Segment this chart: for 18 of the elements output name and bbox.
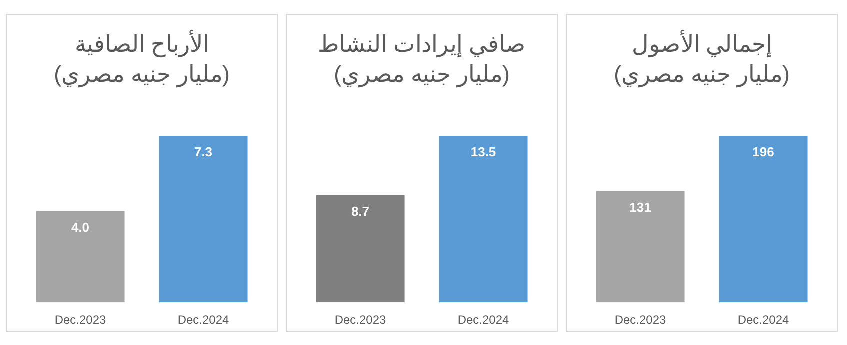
- x-tick-label: Dec.2023: [334, 313, 387, 328]
- chart-title: إجمالي الأصول: [632, 29, 772, 59]
- data-label: 8.7: [351, 204, 370, 219]
- x-tick-label: Dec.2024: [458, 313, 510, 328]
- data-label: 131: [630, 200, 652, 215]
- data-label: 7.3: [194, 144, 213, 160]
- chart-subtitle: (مليار جنيه مصري): [334, 60, 510, 89]
- data-label: 4.0: [71, 220, 90, 235]
- x-tick-label: Dec.2023: [614, 313, 667, 328]
- chart-title: صافي إيرادات النشاط: [318, 30, 526, 59]
- chart-title: الأرباح الصافية: [74, 29, 210, 59]
- data-label: 13.5: [470, 144, 496, 160]
- chart-subtitle: (مليار جنيه مصري): [614, 60, 790, 89]
- x-tick-label: Dec.2024: [738, 313, 790, 328]
- data-label: 196: [752, 144, 774, 160]
- x-tick-label: Dec.2024: [178, 313, 230, 328]
- x-tick-label: Dec.2023: [54, 313, 107, 328]
- chart-subtitle: (مليار جنيه مصري): [54, 60, 230, 89]
